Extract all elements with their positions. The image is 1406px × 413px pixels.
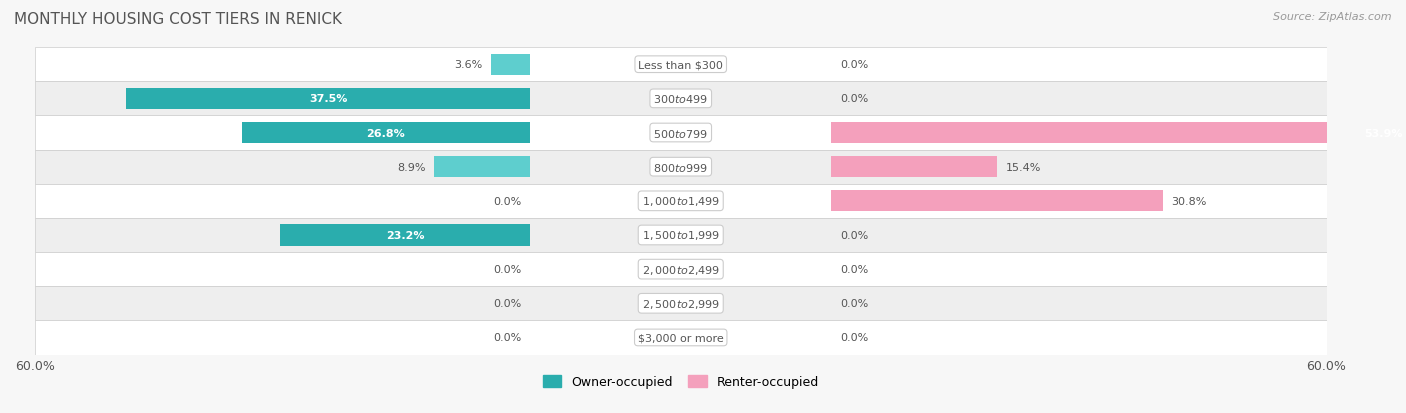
Text: 0.0%: 0.0% — [494, 299, 522, 309]
Text: Less than $300: Less than $300 — [638, 60, 723, 70]
Text: 15.4%: 15.4% — [1005, 162, 1042, 172]
Text: 0.0%: 0.0% — [839, 94, 869, 104]
Text: $2,000 to $2,499: $2,000 to $2,499 — [641, 263, 720, 276]
Legend: Owner-occupied, Renter-occupied: Owner-occupied, Renter-occupied — [543, 375, 818, 388]
Bar — [280, 225, 530, 246]
Text: 0.0%: 0.0% — [494, 196, 522, 206]
Text: $800 to $999: $800 to $999 — [654, 161, 709, 173]
Text: 0.0%: 0.0% — [839, 264, 869, 275]
Bar — [35, 287, 1326, 320]
Text: 8.9%: 8.9% — [396, 162, 426, 172]
Bar — [35, 320, 1326, 355]
Bar — [242, 123, 530, 144]
Text: $2,500 to $2,999: $2,500 to $2,999 — [641, 297, 720, 310]
Text: 0.0%: 0.0% — [839, 60, 869, 70]
Bar — [35, 252, 1326, 287]
Text: 30.8%: 30.8% — [1171, 196, 1206, 206]
Bar — [35, 150, 1326, 184]
Text: 0.0%: 0.0% — [494, 264, 522, 275]
Bar — [127, 88, 530, 110]
Bar — [831, 191, 1163, 212]
Bar — [831, 157, 997, 178]
Bar — [831, 123, 1406, 144]
Bar — [35, 82, 1326, 116]
Bar — [35, 48, 1326, 82]
Text: $3,000 or more: $3,000 or more — [638, 332, 724, 343]
Text: $300 to $499: $300 to $499 — [654, 93, 709, 105]
Bar — [35, 116, 1326, 150]
Text: 53.9%: 53.9% — [1364, 128, 1403, 138]
Text: $500 to $799: $500 to $799 — [654, 127, 709, 139]
Text: $1,500 to $1,999: $1,500 to $1,999 — [641, 229, 720, 242]
Bar — [434, 157, 530, 178]
Bar — [35, 184, 1326, 218]
Text: 0.0%: 0.0% — [839, 299, 869, 309]
Text: $1,000 to $1,499: $1,000 to $1,499 — [641, 195, 720, 208]
Text: 3.6%: 3.6% — [454, 60, 482, 70]
Text: 26.8%: 26.8% — [367, 128, 405, 138]
Bar — [491, 55, 530, 76]
Text: 0.0%: 0.0% — [839, 230, 869, 240]
Text: 0.0%: 0.0% — [839, 332, 869, 343]
Bar — [35, 218, 1326, 252]
Text: 23.2%: 23.2% — [385, 230, 425, 240]
Text: 37.5%: 37.5% — [309, 94, 347, 104]
Text: 0.0%: 0.0% — [494, 332, 522, 343]
Text: Source: ZipAtlas.com: Source: ZipAtlas.com — [1274, 12, 1392, 22]
Text: MONTHLY HOUSING COST TIERS IN RENICK: MONTHLY HOUSING COST TIERS IN RENICK — [14, 12, 342, 27]
